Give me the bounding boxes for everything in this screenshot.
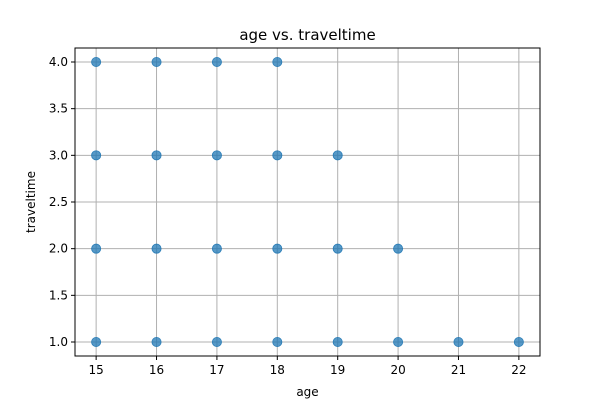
data-point [211,243,222,254]
chart-title: age vs. traveltime [239,26,375,44]
y-tick-label: 2.5 [49,195,68,209]
data-point [393,243,404,254]
data-point [513,336,524,347]
data-points [91,57,524,347]
y-axis-label: traveltime [24,171,38,233]
y-tick-label: 1.0 [49,335,68,349]
y-tick-label: 3.0 [49,148,68,162]
x-tick-label: 17 [209,363,224,377]
data-point [151,57,162,68]
data-point [211,57,222,68]
x-tick-label: 15 [88,363,103,377]
data-point [91,336,102,347]
data-point [151,150,162,161]
x-tick-label: 21 [451,363,466,377]
data-point [332,150,343,161]
data-point [211,336,222,347]
x-tick-label: 19 [330,363,345,377]
x-tick-label: 20 [390,363,405,377]
x-axis-label: age [296,385,318,399]
y-tick-label: 3.5 [49,102,68,116]
data-point [272,57,283,68]
x-tick-label: 16 [149,363,164,377]
data-point [393,336,404,347]
y-tick-label: 2.0 [49,242,68,256]
y-tick-label: 1.5 [49,288,68,302]
data-point [332,243,343,254]
ticks: 15 16 17 18 19 20 21 22 1.0 1.5 2.0 2.5 3.0 3.5 4.0 [49,55,527,377]
grid [75,48,540,356]
data-point [91,243,102,254]
data-point [272,150,283,161]
x-tick-label: 22 [511,363,526,377]
data-point [151,243,162,254]
data-point [332,336,343,347]
y-tick-label: 4.0 [49,55,68,69]
data-point [91,150,102,161]
data-point [211,150,222,161]
data-point [453,336,464,347]
data-point [151,336,162,347]
data-point [272,243,283,254]
x-tick-label: 18 [270,363,285,377]
data-point [272,336,283,347]
data-point [91,57,102,68]
